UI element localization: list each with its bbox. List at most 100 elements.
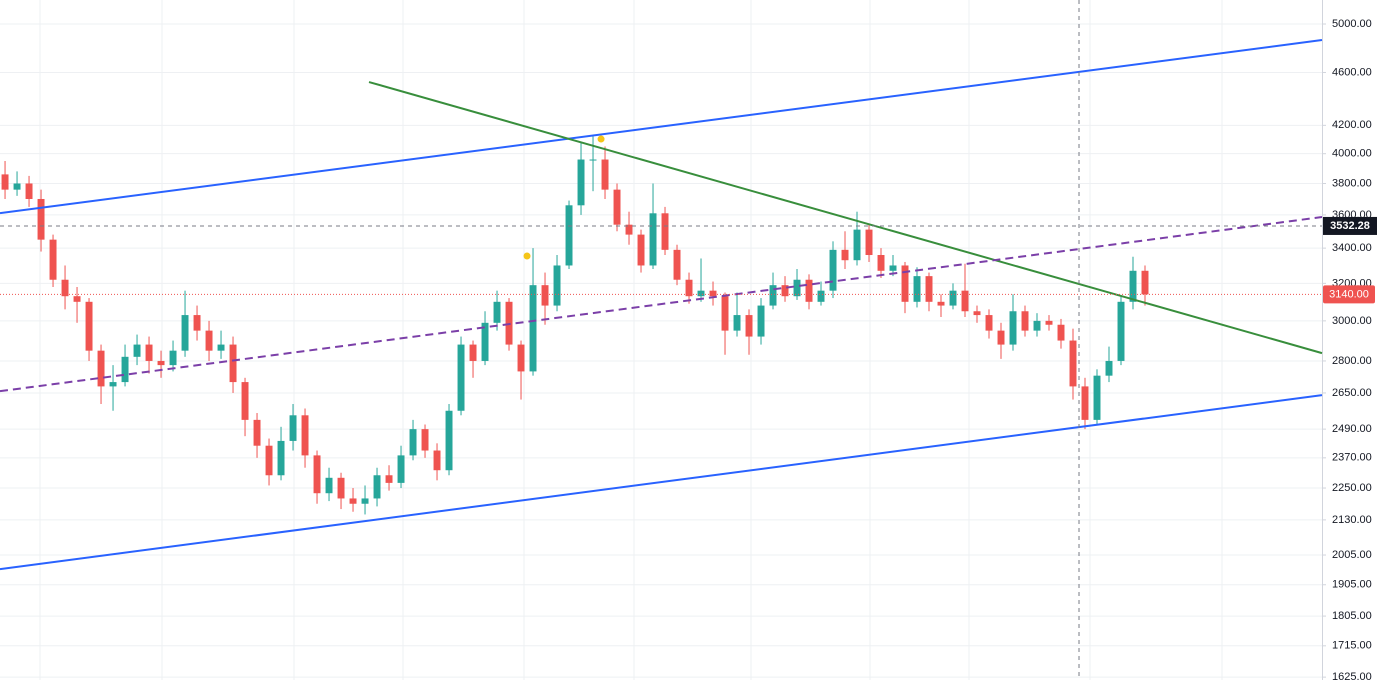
candle-body	[565, 205, 573, 266]
candle-body	[781, 285, 789, 297]
candle-body	[457, 344, 465, 411]
candle-body	[853, 229, 861, 261]
y-tick-label: 2130.00	[1332, 514, 1372, 526]
y-tick-label: 5000.00	[1332, 18, 1372, 30]
candle-body	[1129, 270, 1137, 302]
candle-body	[85, 301, 93, 351]
candle-body	[637, 234, 645, 266]
candle-body	[1117, 301, 1125, 361]
candle-body	[793, 279, 801, 297]
candle-body	[49, 239, 57, 280]
candle-body	[1, 174, 9, 190]
candle-body	[769, 285, 777, 306]
candle-body	[169, 350, 177, 366]
candle-body	[97, 350, 105, 387]
candle-body	[625, 224, 633, 235]
candle-body	[601, 159, 609, 190]
y-tick-label: 2250.00	[1332, 482, 1372, 494]
candle-body	[241, 382, 249, 420]
trendline	[0, 394, 1323, 571]
candle-body	[325, 477, 333, 494]
candle-body	[1141, 270, 1149, 295]
candle-body	[673, 249, 681, 280]
candle-body	[685, 279, 693, 297]
candle-body	[217, 344, 225, 351]
y-tick-label: 4600.00	[1332, 66, 1372, 78]
y-tick-label: 3800.00	[1332, 177, 1372, 189]
candle-body	[949, 290, 957, 306]
candle-body	[661, 213, 669, 250]
candle-body	[961, 290, 969, 312]
candle-body	[757, 305, 765, 337]
candle-body	[121, 356, 129, 383]
candle-body	[409, 429, 417, 456]
candle-body	[1009, 311, 1017, 345]
crosshair-price-label: 3532.28	[1330, 220, 1370, 232]
candle-body	[721, 296, 729, 331]
candle-body	[397, 455, 405, 483]
trendline	[0, 39, 1323, 215]
candle-body	[973, 311, 981, 316]
crosshair-price-box	[1323, 216, 1377, 235]
candle-body	[817, 290, 825, 302]
y-tick-label: 2370.00	[1332, 452, 1372, 464]
candle-body	[925, 276, 933, 302]
candle-body	[529, 285, 537, 372]
y-tick-label: 2490.00	[1332, 423, 1372, 435]
marker	[597, 135, 605, 143]
candle-body	[37, 198, 45, 240]
candle-body	[541, 285, 549, 306]
candle-body	[229, 344, 237, 383]
candle-body	[1093, 375, 1101, 420]
candle-body	[61, 279, 69, 297]
y-tick-label: 1905.00	[1332, 579, 1372, 591]
candle-body	[613, 189, 621, 225]
candle-body	[481, 322, 489, 361]
candle-body	[25, 183, 33, 199]
candle-body	[1105, 360, 1113, 376]
candle-body	[205, 330, 213, 351]
marker	[523, 252, 531, 260]
candle-body	[373, 475, 381, 499]
y-tick-label: 3400.00	[1332, 242, 1372, 254]
y-tick-label: 2800.00	[1332, 355, 1372, 367]
candle-body	[649, 213, 657, 266]
candle-body	[1021, 311, 1029, 331]
candle-body	[253, 419, 261, 446]
candle-body	[301, 415, 309, 456]
candle-body	[13, 183, 21, 190]
candle-body	[805, 279, 813, 302]
candle-body	[181, 315, 189, 351]
candle-body	[937, 301, 945, 306]
candle-body	[745, 315, 753, 337]
candle-body	[445, 410, 453, 471]
last-price-label: 3140.00	[1329, 288, 1369, 300]
candle-body	[277, 440, 285, 476]
candle-body	[289, 415, 297, 441]
candle-body	[469, 344, 477, 361]
candle-body	[349, 498, 357, 504]
candle-body	[1081, 386, 1089, 420]
candle-body	[709, 290, 717, 297]
candle-body	[193, 315, 201, 331]
candle-body	[997, 330, 1005, 345]
y-tick-label: 1715.00	[1332, 640, 1372, 652]
candle-body	[361, 498, 369, 504]
candle-body	[841, 249, 849, 261]
candle-body	[493, 301, 501, 323]
candle-body	[829, 249, 837, 291]
candle-body	[901, 265, 909, 302]
candle-body	[985, 315, 993, 331]
candle-body	[385, 475, 393, 483]
candle-body	[733, 315, 741, 331]
candle-body	[517, 344, 525, 372]
candle-body	[553, 265, 561, 306]
candle-body	[313, 455, 321, 494]
candle-body	[913, 276, 921, 302]
candle-body	[877, 255, 885, 271]
candle-body	[1045, 320, 1053, 325]
y-tick-label: 3000.00	[1332, 315, 1372, 327]
candle-body	[1069, 340, 1077, 387]
candle-body	[1057, 324, 1065, 341]
y-tick-label: 4000.00	[1332, 148, 1372, 160]
